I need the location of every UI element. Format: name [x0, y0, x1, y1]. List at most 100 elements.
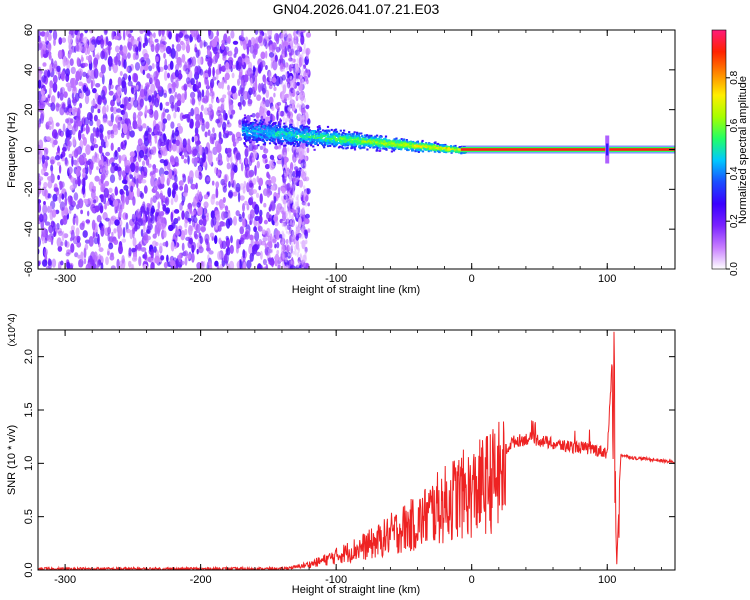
- noise-cell: [228, 109, 231, 116]
- noise-cell: [50, 164, 54, 172]
- noise-cell: [60, 241, 64, 246]
- noise-cell: [291, 62, 294, 68]
- band-cell: [323, 138, 326, 141]
- noise-cell: [40, 168, 45, 176]
- noise-cell: [271, 44, 276, 53]
- noise-cell: [221, 222, 227, 227]
- noise-cell: [69, 264, 74, 269]
- noise-cell: [127, 80, 133, 87]
- noise-cell: [267, 235, 271, 243]
- noise-cell: [169, 94, 175, 106]
- band-cell: [328, 137, 331, 140]
- band-cell: [297, 144, 300, 147]
- noise-cell: [184, 34, 190, 39]
- noise-cell: [65, 68, 70, 77]
- band-cell: [350, 144, 353, 147]
- noise-cell: [93, 237, 99, 245]
- noise-cell: [255, 251, 261, 257]
- band-cell: [293, 134, 297, 137]
- band-cell: [349, 143, 352, 146]
- band-cell: [408, 146, 411, 149]
- noise-cell: [254, 165, 257, 176]
- noise-cell: [182, 192, 188, 197]
- noise-cell: [241, 218, 246, 228]
- noise-cell: [188, 58, 192, 66]
- noise-cell: [269, 258, 275, 266]
- noise-cell: [90, 105, 95, 114]
- noise-cell: [127, 41, 133, 51]
- band-cell: [294, 138, 297, 141]
- noise-cell: [148, 203, 152, 211]
- noise-cell: [228, 59, 232, 70]
- noise-cell: [64, 191, 68, 199]
- noise-cell: [304, 252, 307, 259]
- band-cell: [430, 143, 433, 146]
- noise-cell: [187, 155, 190, 165]
- noise-cell: [159, 182, 165, 189]
- noise-cell: [131, 223, 135, 229]
- noise-cell: [91, 142, 95, 149]
- band-cell: [245, 145, 248, 148]
- band-cell: [411, 148, 414, 151]
- noise-cell: [296, 212, 299, 219]
- noise-cell: [232, 91, 238, 100]
- noise-cell: [70, 225, 75, 232]
- band-cell: [254, 121, 257, 124]
- noise-cell: [226, 162, 231, 170]
- noise-cell: [242, 40, 247, 51]
- band-cell: [416, 141, 419, 144]
- band-cell: [392, 144, 395, 147]
- band-cell: [308, 129, 311, 132]
- noise-cell: [214, 235, 218, 245]
- noise-cell: [118, 60, 121, 67]
- noise-cell: [203, 201, 209, 209]
- band-cell: [427, 150, 430, 153]
- band-cell: [256, 123, 259, 126]
- noise-cell: [93, 114, 98, 122]
- noise-cell: [136, 84, 139, 91]
- noise-cell: [263, 188, 269, 197]
- noise-cell: [150, 83, 156, 94]
- band-cell: [269, 131, 272, 133]
- band-cell: [365, 134, 369, 137]
- band-cell: [277, 136, 280, 139]
- band-cell: [274, 135, 277, 138]
- noise-cell: [157, 201, 161, 210]
- noise-cell: [265, 50, 268, 59]
- noise-cell: [134, 165, 140, 173]
- noise-cell: [138, 256, 142, 267]
- noise-cell: [51, 120, 54, 130]
- band-cell: [436, 146, 439, 149]
- band-cell: [363, 146, 366, 149]
- band-cell: [372, 139, 375, 142]
- noise-cell: [302, 66, 305, 73]
- band-cell: [346, 137, 349, 140]
- noise-cell: [183, 83, 188, 91]
- noise-cell: [237, 78, 240, 86]
- band-cell: [380, 135, 383, 138]
- noise-cell: [140, 192, 145, 199]
- noise-cell: [213, 46, 218, 55]
- band-cell: [367, 136, 370, 139]
- noise-cell: [290, 183, 293, 188]
- noise-cell: [87, 45, 91, 55]
- noise-cell: [212, 127, 215, 134]
- noise-cell: [208, 66, 212, 78]
- noise-cell: [88, 236, 94, 247]
- noise-cell: [206, 47, 211, 57]
- noise-cell: [153, 128, 157, 135]
- band-cell: [396, 139, 400, 142]
- noise-cell: [181, 93, 186, 104]
- noise-cell: [302, 104, 306, 108]
- noise-cell: [183, 250, 189, 257]
- noise-cell: [274, 243, 277, 249]
- noise-cell: [227, 131, 233, 136]
- band-cell: [315, 131, 318, 134]
- noise-cell: [49, 63, 53, 73]
- noise-cell: [276, 101, 282, 106]
- noise-cell: [285, 198, 288, 205]
- noise-cell: [176, 56, 182, 66]
- noise-cell: [189, 33, 193, 43]
- band-cell: [354, 145, 357, 148]
- band-cell: [375, 138, 378, 141]
